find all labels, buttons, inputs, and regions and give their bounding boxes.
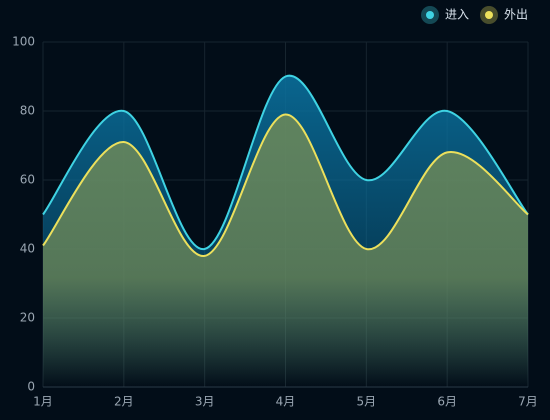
y-tick-label: 20	[20, 311, 35, 325]
legend-marker	[426, 11, 434, 19]
legend-label: 外出	[504, 8, 528, 22]
x-tick-label: 1月	[33, 395, 53, 409]
x-tick-label: 3月	[195, 395, 215, 409]
series-area	[43, 114, 528, 387]
y-tick-label: 100	[12, 35, 35, 49]
y-tick-label: 60	[20, 173, 35, 187]
y-tick-label: 40	[20, 242, 35, 256]
x-tick-label: 2月	[114, 395, 134, 409]
series-line	[42, 74, 529, 251]
x-tick-label: 5月	[357, 395, 377, 409]
legend-label: 进入	[445, 8, 469, 22]
x-tick-label: 6月	[437, 395, 457, 409]
legend-marker	[485, 11, 493, 19]
x-tick-label: 4月	[276, 395, 296, 409]
y-tick-label: 0	[27, 380, 35, 394]
y-tick-label: 80	[20, 104, 35, 118]
x-tick-label: 7月	[518, 395, 538, 409]
series-line	[42, 113, 529, 257]
